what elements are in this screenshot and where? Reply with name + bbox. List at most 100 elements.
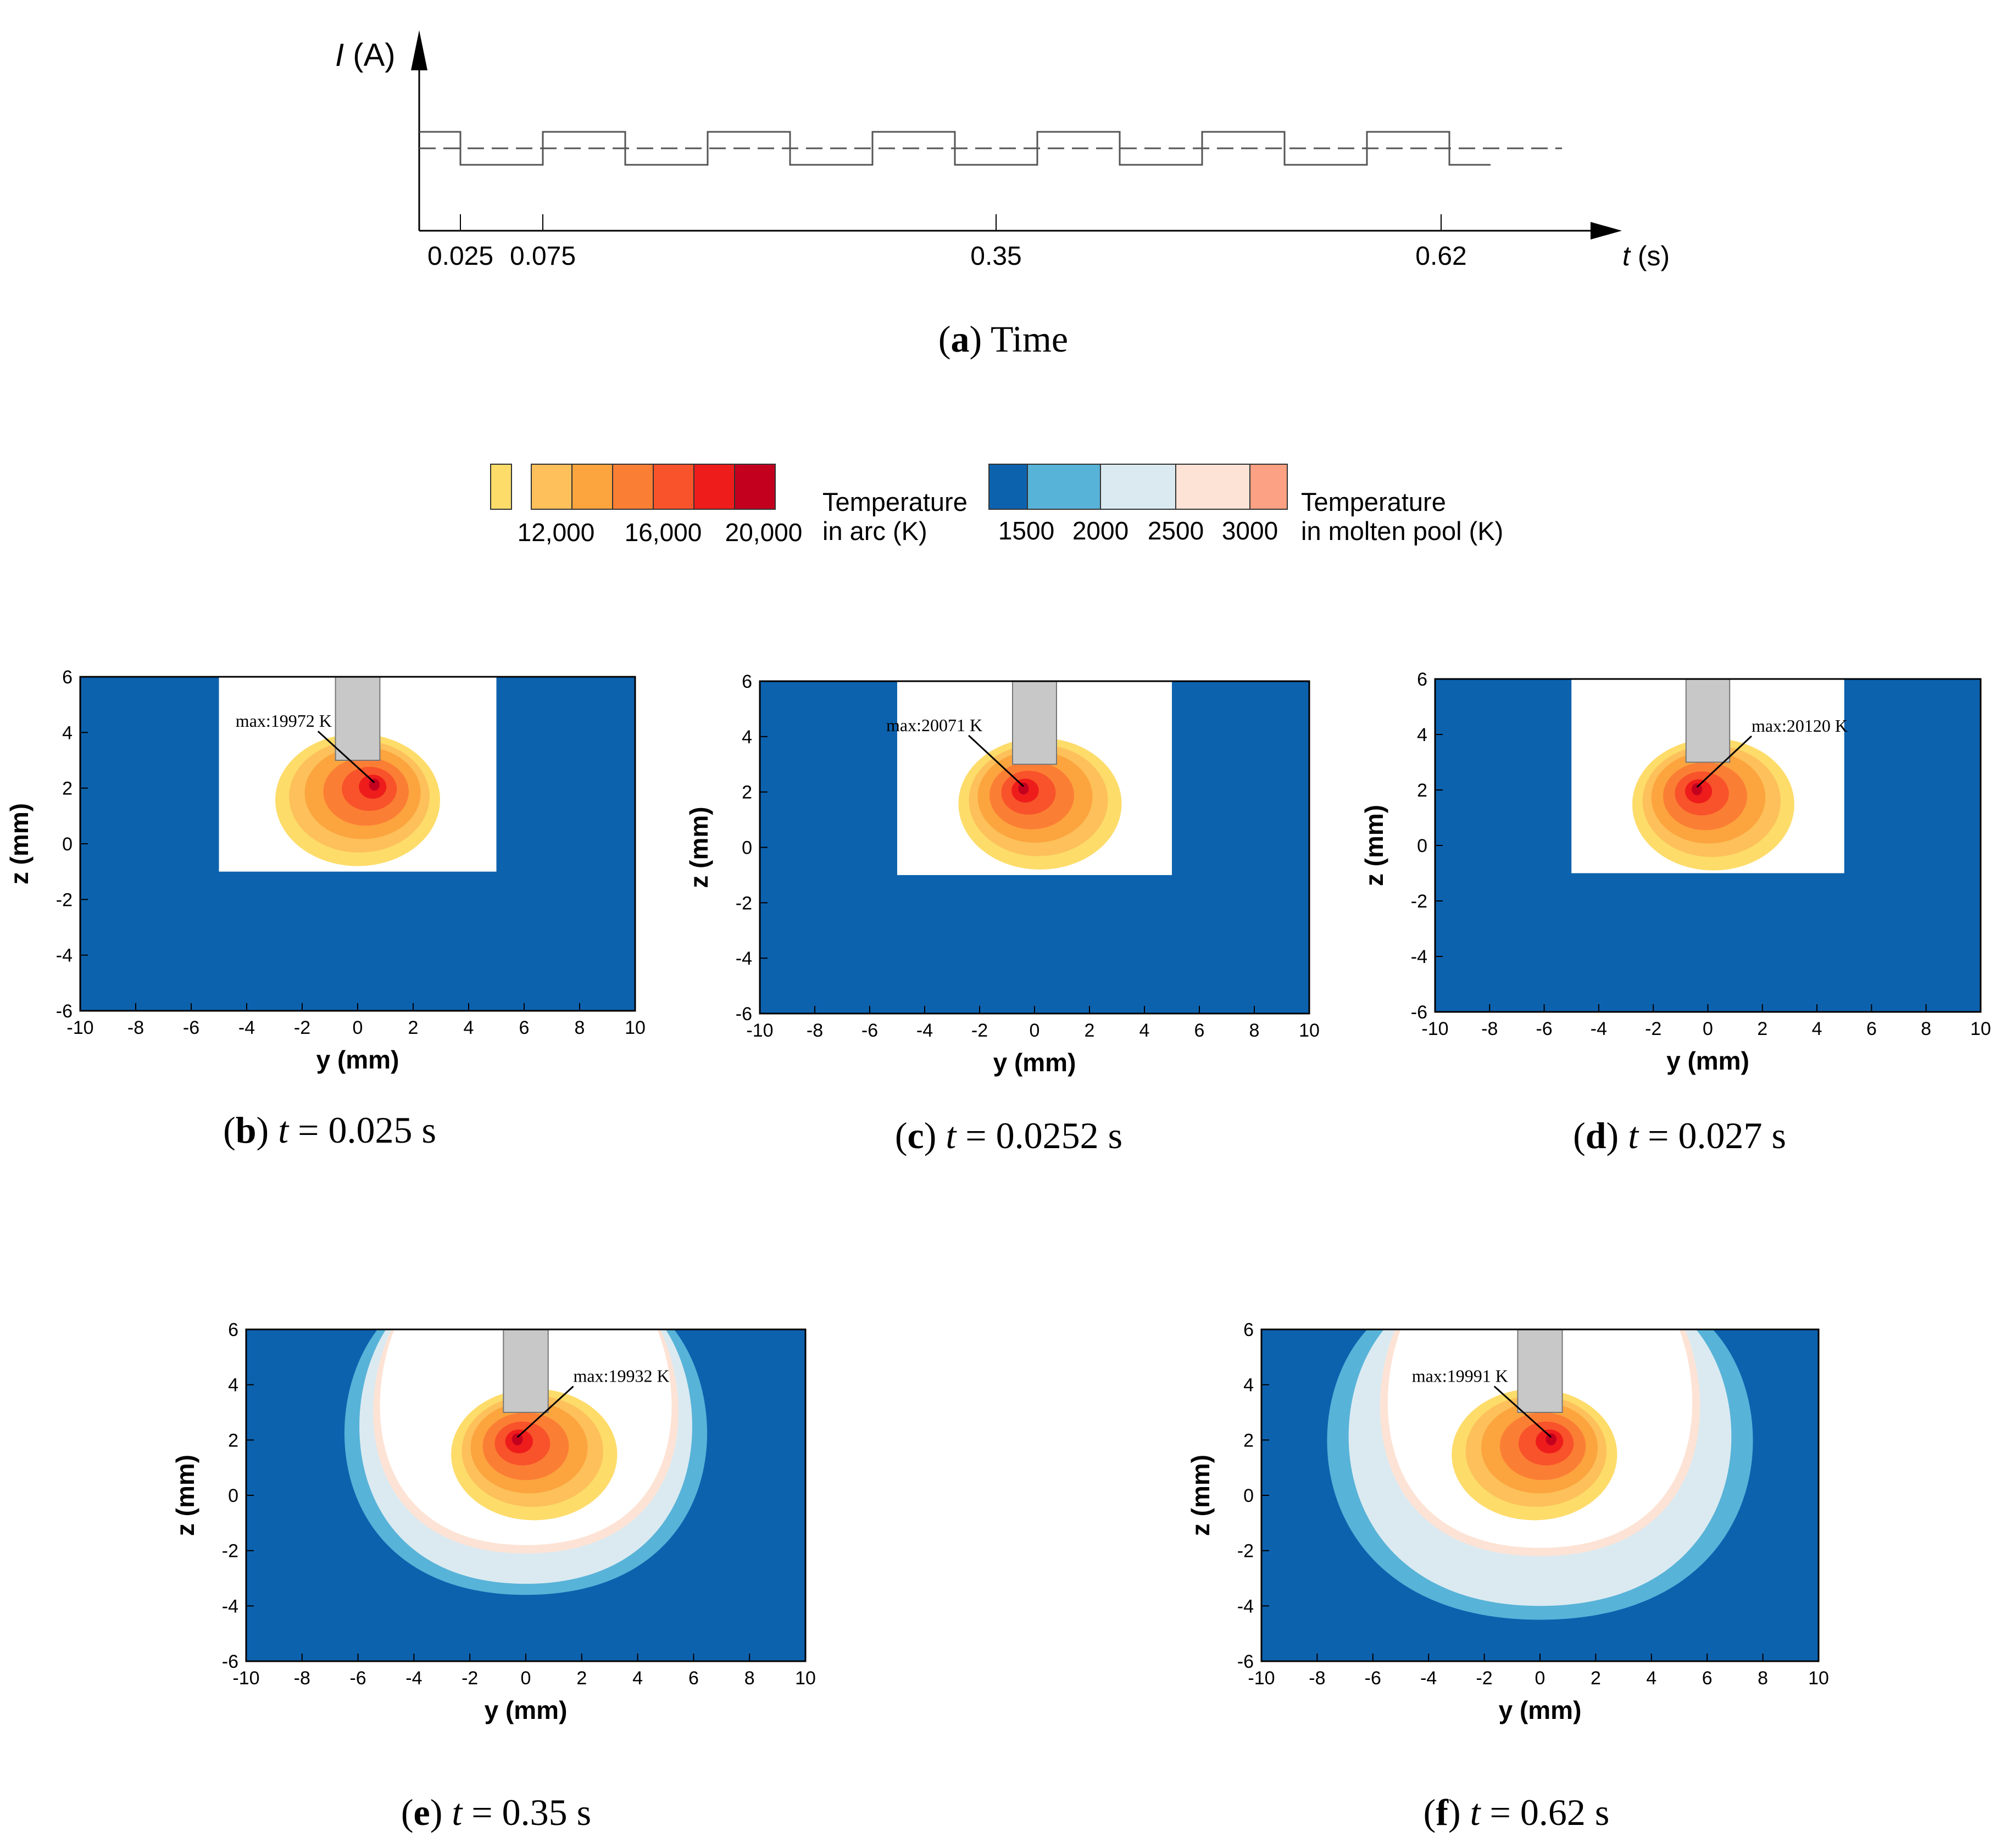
- y-tick-label: 6: [228, 1320, 238, 1340]
- arc-color-scale: 12,000 16,000 20,000: [490, 464, 802, 547]
- y-tick-label: -4: [1237, 1596, 1254, 1617]
- x-tick-label: -2: [1476, 1668, 1492, 1689]
- y-tick-label: -6: [222, 1651, 238, 1672]
- x-tick-label: -8: [807, 1020, 823, 1041]
- x-tick-label: 2: [1591, 1668, 1601, 1689]
- y-tick-label: 2: [1417, 780, 1427, 801]
- x-tick-label: -10: [232, 1668, 259, 1689]
- temperature-panel-f: -10 -8 -6 -4 -2 0 2 4 6 8 10 -6 -4 -2 0 2 4 6 y (mm) z (mm)…: [1186, 1320, 1829, 1833]
- x-tick-label: 4: [632, 1668, 643, 1689]
- y-tick-label: -6: [56, 1001, 73, 1022]
- panel-caption: (d) t = 0.027 s: [1573, 1115, 1786, 1156]
- arc-scale-swatch: [490, 464, 512, 510]
- arc-scale-swatch: [571, 464, 613, 510]
- x-tick-label: 4: [1139, 1020, 1150, 1041]
- y-tick-label: -2: [222, 1541, 238, 1562]
- max-leader-line: [516, 1385, 574, 1438]
- y-tick-label: 2: [742, 782, 752, 803]
- time-x-arrow: [1591, 222, 1622, 240]
- x-tick-label: 6: [1702, 1668, 1713, 1689]
- pool-color-scale: 1500 2000 2500 3000: [988, 464, 1288, 545]
- time-tick-label: 0.075: [510, 242, 576, 271]
- y-tick-label: 0: [1243, 1485, 1254, 1506]
- x-tick-label: 2: [1085, 1020, 1095, 1041]
- x-axis-label: y (mm): [993, 1048, 1076, 1077]
- x-axis-label: y (mm): [316, 1045, 399, 1074]
- x-tick-label: 8: [744, 1668, 755, 1689]
- electrode: [335, 676, 381, 761]
- x-tick-label: -6: [861, 1020, 878, 1041]
- time-tick-label: 0.35: [970, 242, 1021, 271]
- x-tick-label: 4: [1812, 1018, 1822, 1039]
- x-tick-label: 0: [1703, 1018, 1713, 1039]
- arc-temperature-contour: [1018, 782, 1029, 795]
- y-tick-label: 0: [742, 838, 752, 859]
- max-leader-line: [1493, 1385, 1552, 1438]
- x-tick-label: -8: [1481, 1018, 1498, 1039]
- x-tick-label: 10: [795, 1668, 816, 1689]
- x-tick-label: 2: [1757, 1018, 1767, 1039]
- x-tick-label: 10: [1808, 1668, 1829, 1689]
- y-tick-label: -4: [222, 1596, 238, 1617]
- y-axis-label: z (mm): [5, 803, 34, 884]
- y-tick-label: 2: [1243, 1430, 1254, 1451]
- arc-temperature-contour: [1692, 783, 1703, 795]
- current-y-arrow: [411, 30, 427, 70]
- max-leader-line: [968, 734, 1025, 787]
- x-tick-label: -10: [1421, 1018, 1448, 1039]
- x-tick-label: 8: [575, 1017, 585, 1038]
- y-tick-label: 6: [1417, 669, 1427, 690]
- x-tick-label: -6: [183, 1017, 199, 1038]
- x-tick-label: 6: [1194, 1020, 1205, 1041]
- x-tick-label: 10: [1299, 1020, 1320, 1041]
- panel-caption: (e) t = 0.35 s: [401, 1791, 591, 1833]
- y-tick-label: -2: [56, 889, 73, 910]
- y-axis-label: z (mm): [1186, 1455, 1215, 1536]
- temperature-panel-c: -10 -8 -6 -4 -2 0 2 4 6 8 10 -6 -4 -2 0 2 4 6 y (mm) z (mm)…: [685, 671, 1320, 1156]
- pool-scale-swatch: [1027, 464, 1101, 510]
- x-tick-label: -2: [462, 1668, 478, 1689]
- time-tick-label: 0.025: [427, 242, 493, 271]
- arc-legend-title: Temperature: [822, 487, 968, 516]
- y-tick-label: 4: [62, 722, 73, 743]
- electrode: [1517, 1329, 1563, 1413]
- y-tick-label: -4: [736, 948, 752, 969]
- y-tick-label: -6: [1237, 1651, 1254, 1672]
- x-tick-label: -2: [294, 1017, 310, 1038]
- x-tick-label: 2: [408, 1017, 419, 1038]
- x-tick-label: 4: [1646, 1668, 1656, 1689]
- arc-legend-subtitle: in arc (K): [822, 516, 927, 546]
- x-tick-label: -2: [971, 1020, 988, 1041]
- panel-caption: (f) t = 0.62 s: [1424, 1791, 1610, 1833]
- x-tick-label: 2: [576, 1668, 587, 1689]
- arc-temperature-contour: [369, 778, 380, 791]
- y-axis-label: z (mm): [1360, 805, 1388, 886]
- x-tick-label: 6: [1866, 1018, 1877, 1039]
- x-tick-label: -4: [238, 1017, 255, 1038]
- max-leader-line: [317, 731, 375, 783]
- x-tick-label: 10: [1970, 1018, 1991, 1039]
- temperature-panel-d: -10 -8 -6 -4 -2 0 2 4 6 8 10 -6 -4 -2 0 2 4 6 y (mm) z (mm)…: [1360, 669, 1991, 1156]
- y-tick-label: 4: [228, 1375, 238, 1396]
- arc-scale-swatch: [734, 464, 776, 510]
- x-tick-label: 8: [1921, 1018, 1931, 1039]
- y-tick-label: 4: [1243, 1375, 1254, 1396]
- y-tick-label: 4: [1417, 725, 1427, 745]
- panel-caption: (c) t = 0.0252 s: [895, 1115, 1122, 1156]
- arc-temperature-contour: [1545, 1433, 1557, 1445]
- y-axis-label: z (mm): [171, 1455, 199, 1536]
- pool-scale-label: 2500: [1148, 516, 1204, 545]
- y-tick-label: 6: [742, 671, 752, 692]
- x-tick-label: -8: [127, 1017, 144, 1038]
- x-tick-label: -6: [349, 1668, 366, 1689]
- max-temperature-label: max:19932 K: [574, 1366, 670, 1386]
- pool-legend-title: Temperature: [1301, 487, 1446, 516]
- x-tick-label: 8: [1249, 1020, 1260, 1041]
- x-tick-label: 6: [688, 1668, 699, 1689]
- y-tick-label: -6: [1411, 1002, 1427, 1023]
- y-tick-label: -4: [1411, 947, 1427, 967]
- x-tick-label: -10: [1248, 1668, 1275, 1689]
- x-axis-label: y (mm): [485, 1696, 568, 1724]
- pool-scale-swatch: [1249, 464, 1288, 510]
